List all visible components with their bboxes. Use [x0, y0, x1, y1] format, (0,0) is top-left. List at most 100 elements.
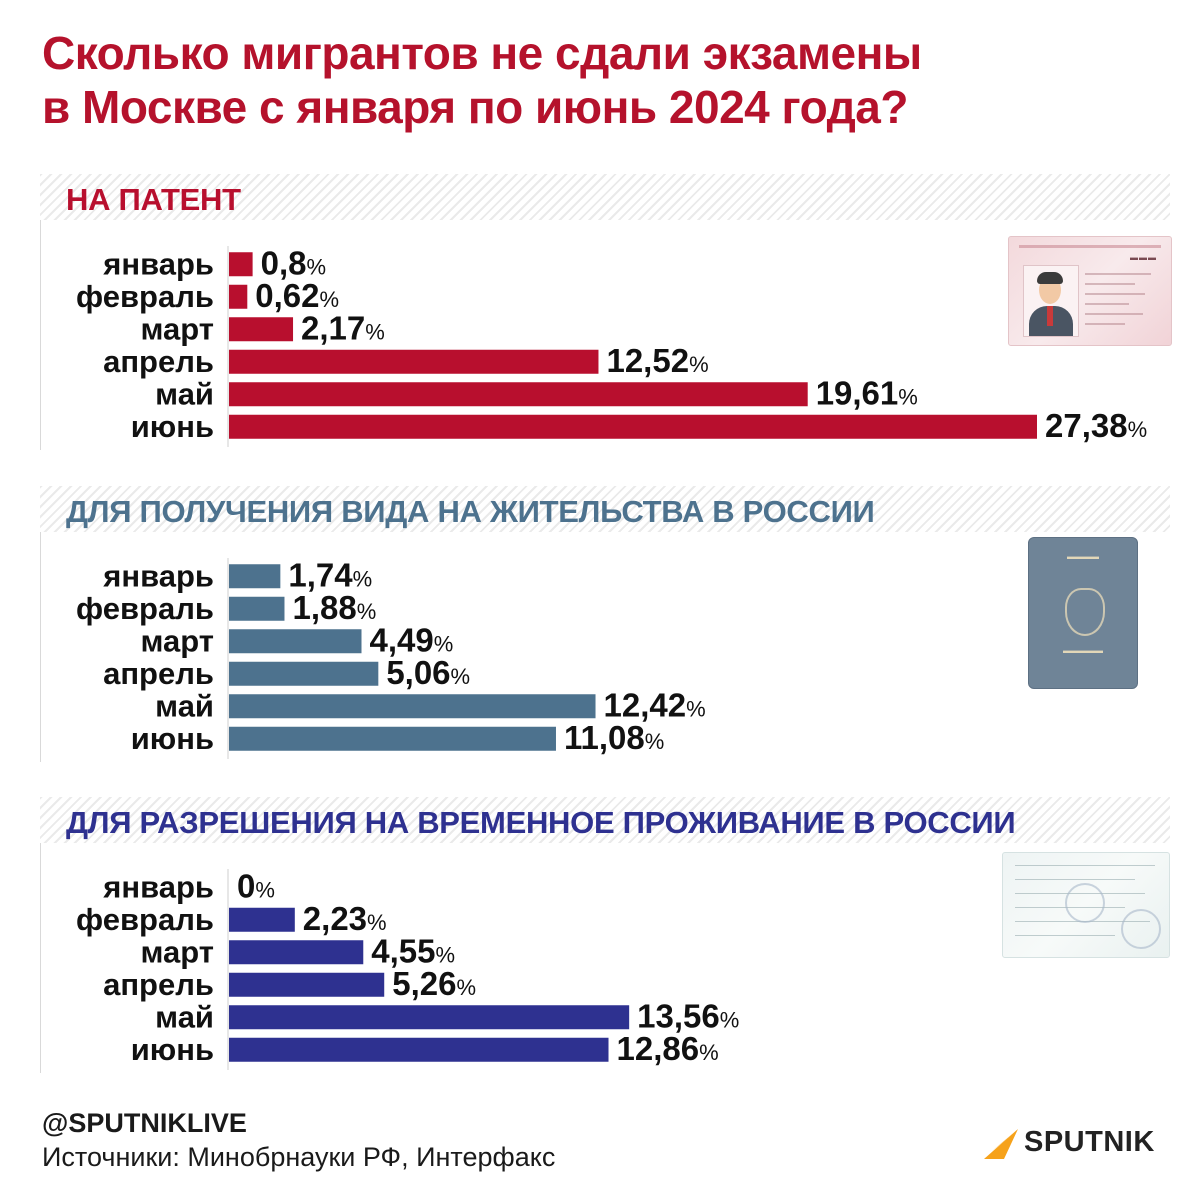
percent-unit: %: [436, 943, 456, 968]
stamp-icon: [1065, 883, 1105, 923]
coat-of-arms-icon: [1065, 588, 1105, 636]
section-rule: [40, 174, 41, 450]
data-label: 19,61%: [816, 375, 918, 412]
section-title: ДЛЯ ПОЛУЧЕНИЯ ВИДА НА ЖИТЕЛЬСТВА В РОССИ…: [66, 494, 875, 529]
person-hair: [1037, 272, 1063, 284]
section-temporary: ДЛЯ РАЗРЕШЕНИЯ НА ВРЕМЕННОЕ ПРОЖИВАНИЕ В…: [40, 797, 1170, 1073]
percent-unit: %: [456, 975, 476, 1000]
document-line: [1015, 879, 1135, 880]
footer-sources: Источники: Минобрнауки РФ, Интерфакс: [42, 1142, 556, 1172]
document-line: [1015, 935, 1115, 936]
bar: [229, 596, 285, 621]
percent-unit: %: [720, 1008, 740, 1033]
data-label: 27,38%: [1045, 407, 1147, 444]
section-header: НА ПАТЕНТ: [40, 174, 1170, 220]
bar: [229, 726, 556, 751]
category-label: февраль: [76, 591, 214, 626]
percent-unit: %: [1128, 417, 1148, 442]
patent-document-image: ▬▬▬: [1008, 236, 1172, 346]
document-stripe: [1019, 245, 1161, 248]
data-label: 0,8%: [261, 245, 326, 282]
category-label: январь: [102, 247, 214, 282]
percent-unit: %: [451, 664, 471, 689]
data-label: 0%: [237, 868, 275, 905]
document-line: [1015, 865, 1155, 866]
data-label: 2,17%: [301, 310, 385, 347]
bar: [229, 1037, 609, 1062]
category-label: май: [155, 689, 214, 724]
bar: [229, 907, 295, 932]
data-label: 1,74%: [288, 557, 372, 594]
bar: [229, 629, 362, 654]
bar: [229, 661, 379, 686]
category-label: июнь: [131, 721, 214, 756]
bar: [229, 349, 599, 374]
section-rule: [40, 486, 41, 762]
document-line: [1085, 273, 1151, 275]
section-patent: НА ПАТЕНТ январь 0,8% февраль 0,62% март 2,17…: [40, 174, 1170, 450]
chart-patent: январь 0,8% февраль 0,62% март 2,17% апрель 12,…: [76, 245, 1147, 447]
chart-residence: январь 1,74% февраль 1,88% март 4,49% апрель 5,…: [76, 557, 706, 759]
bar: [229, 940, 364, 965]
passport-document-image: ▬▬▬▬ ▬▬▬▬▬: [1028, 537, 1138, 689]
category-label: май: [155, 377, 214, 412]
percent-unit: %: [645, 729, 665, 754]
data-label: 2,23%: [303, 900, 387, 937]
percent-unit: %: [699, 1040, 719, 1065]
title-line-2: в Москве с января по июнь 2024 года?: [42, 81, 908, 133]
data-label: 4,55%: [371, 933, 455, 970]
data-label: 5,26%: [392, 965, 476, 1002]
passport-heading-mark: ▬▬▬▬: [1067, 552, 1099, 561]
percent-unit: %: [357, 599, 377, 624]
percent-unit: %: [353, 567, 373, 592]
percent-unit: %: [434, 632, 454, 657]
document-line: [1085, 303, 1129, 305]
document-line: [1085, 323, 1125, 325]
page-title: Сколько мигрантов не сдали экзамены в Мо…: [42, 26, 1172, 134]
category-label: февраль: [76, 279, 214, 314]
section-residence: ДЛЯ ПОЛУЧЕНИЯ ВИДА НА ЖИТЕЛЬСТВА В РОССИ…: [40, 486, 1170, 762]
data-label: 1,88%: [292, 589, 376, 626]
section-header: ДЛЯ ПОЛУЧЕНИЯ ВИДА НА ЖИТЕЛЬСТВА В РОССИ…: [40, 486, 1170, 532]
person-tie: [1047, 306, 1053, 326]
category-label: январь: [102, 559, 214, 594]
bar: [229, 252, 253, 277]
category-label: июнь: [131, 1032, 214, 1067]
bar: [229, 382, 808, 407]
percent-unit: %: [898, 385, 918, 410]
data-label: 12,86%: [617, 1030, 719, 1067]
data-label: 13,56%: [637, 998, 739, 1035]
person-photo-icon: [1023, 265, 1079, 337]
bar: [229, 1005, 630, 1030]
category-label: февраль: [76, 902, 214, 937]
sputnik-logo: SPUTNIK: [984, 1122, 1155, 1162]
percent-unit: %: [255, 878, 275, 903]
document-line: [1085, 313, 1143, 315]
section-header: ДЛЯ РАЗРЕШЕНИЯ НА ВРЕМЕННОЕ ПРОЖИВАНИЕ В…: [40, 797, 1170, 843]
category-label: июнь: [131, 409, 214, 444]
category-label: апрель: [103, 656, 214, 691]
title-line-1: Сколько мигрантов не сдали экзамены: [42, 27, 922, 79]
percent-unit: %: [367, 910, 387, 935]
data-label: 4,49%: [370, 622, 454, 659]
section-rule: [40, 797, 41, 1073]
stamp-icon: [1121, 909, 1161, 949]
category-label: март: [141, 624, 214, 659]
bar: [229, 284, 248, 309]
sputnik-logo-text: SPUTNIK: [1024, 1125, 1155, 1158]
percent-unit: %: [689, 352, 709, 377]
permit-document-image: [1002, 852, 1170, 958]
percent-unit: %: [686, 697, 706, 722]
percent-unit: %: [320, 287, 340, 312]
category-label: март: [141, 312, 214, 347]
data-label: 5,06%: [386, 654, 470, 691]
percent-unit: %: [365, 320, 385, 345]
sputnik-logo-icon: [984, 1129, 1018, 1159]
section-title: ДЛЯ РАЗРЕШЕНИЯ НА ВРЕМЕННОЕ ПРОЖИВАНИЕ В…: [66, 805, 1016, 840]
bar: [229, 564, 281, 589]
data-label: 12,42%: [604, 687, 706, 724]
document-line: [1085, 283, 1135, 285]
bar: [229, 972, 385, 997]
footer-handle: @SPUTNIKLIVE: [42, 1108, 247, 1138]
category-label: май: [155, 1000, 214, 1035]
